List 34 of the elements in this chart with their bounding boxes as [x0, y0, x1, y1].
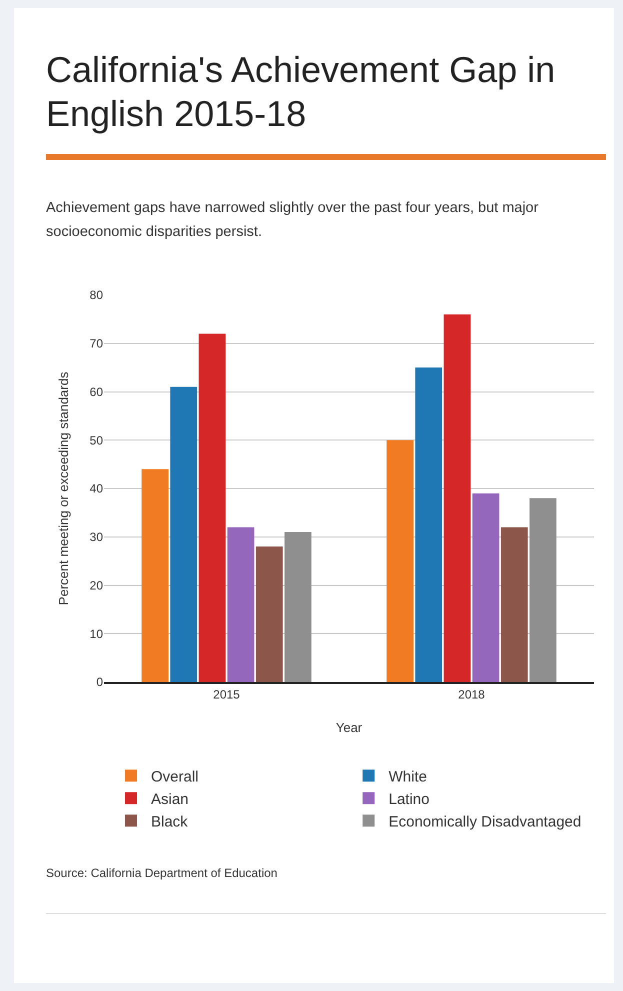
x-tick-label: 2015: [213, 687, 240, 702]
y-axis-title: Percent meeting or exceeding standards: [56, 371, 71, 606]
y-tick-label: 70: [90, 336, 104, 351]
bar: [170, 386, 198, 682]
chart-title: California's Achievement Gap in English 2015-18: [46, 48, 606, 160]
legend-label: Black: [151, 814, 188, 830]
bar: [500, 527, 528, 682]
x-tick-label: 2018: [458, 687, 486, 702]
bar: [198, 334, 226, 682]
y-tick-label: 0: [96, 675, 104, 690]
y-tick-label: 10: [90, 626, 104, 641]
bar: [472, 493, 500, 682]
chart-subtitle: Achievement gaps have narrowed slightly over the past four years, but major socioeconomic disparities persist.: [46, 199, 540, 242]
y-tick-label: 40: [90, 482, 104, 496]
x-axis-title: Year: [336, 720, 363, 735]
bar: [227, 527, 254, 682]
source-note: Source: California Department of Education: [46, 866, 278, 880]
legend-label: Latino: [388, 791, 430, 808]
bar: [415, 368, 442, 682]
bar: [256, 546, 283, 682]
legend-label: White: [388, 768, 427, 786]
y-tick-label: 80: [90, 288, 104, 302]
bar: [284, 532, 312, 682]
bar: [386, 440, 414, 682]
bar: [142, 469, 168, 682]
y-tick-label: 60: [90, 384, 104, 399]
legend-label: Economically Disadvantaged: [388, 814, 582, 830]
y-tick-label: 20: [90, 578, 104, 592]
bar: [530, 498, 556, 682]
y-tick-label: 50: [90, 433, 104, 448]
legend-label: Asian: [151, 791, 189, 808]
legend-label: Overall: [151, 768, 199, 786]
bar: [444, 314, 471, 682]
y-tick-label: 30: [90, 530, 104, 544]
